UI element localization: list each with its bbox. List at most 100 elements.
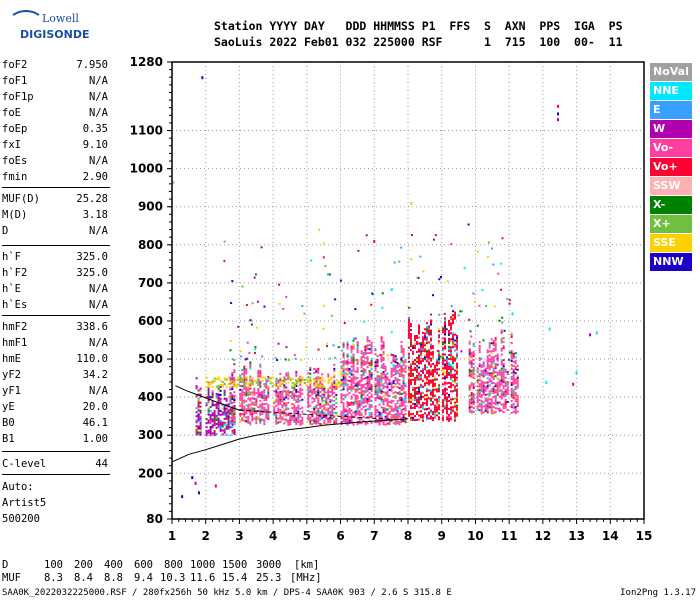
echo-pixel — [364, 361, 367, 364]
echo-pixel — [344, 384, 347, 387]
echo-pixel — [346, 385, 349, 388]
echo-pixel — [426, 338, 428, 341]
echo-pixel — [506, 408, 509, 411]
echo-pixel — [442, 417, 444, 420]
echo-pixel — [432, 401, 434, 404]
echo-pixel — [446, 356, 448, 359]
echo-pixel — [478, 409, 481, 412]
echo-pixel — [394, 361, 397, 364]
echo-pixel — [496, 403, 499, 406]
echo-pixel — [273, 402, 276, 405]
echo-pixel — [331, 409, 334, 412]
param-name: B0 — [2, 417, 15, 429]
echo-pixel — [456, 354, 458, 357]
echo-pixel — [277, 421, 280, 424]
echo-pixel — [396, 406, 399, 409]
echo-pixel — [512, 388, 515, 391]
echo-pixel — [424, 328, 426, 331]
echo-pixel — [197, 399, 200, 402]
echo-pixel — [285, 404, 288, 407]
echo-pixel — [456, 376, 458, 379]
echo-pixel — [472, 384, 475, 387]
echo-pixel — [350, 377, 353, 380]
echo-pixel — [354, 398, 357, 401]
echo-pixel — [500, 337, 503, 340]
echo-pixel — [468, 386, 471, 389]
echo-pixel — [249, 393, 252, 396]
echo-pixel — [329, 418, 332, 421]
echo-pixel — [414, 361, 416, 364]
echo-pixel — [414, 383, 416, 386]
echo-pixel — [335, 378, 338, 381]
echo-pixel — [333, 419, 336, 422]
echo-pixel — [223, 429, 226, 432]
echo-pixel — [438, 352, 440, 355]
echo-pixel — [404, 413, 407, 416]
echo-pixel — [459, 310, 462, 313]
echo-pixel — [494, 371, 497, 374]
param-value: 34.2 — [82, 369, 108, 381]
echo-pixel — [450, 368, 452, 371]
echo-pixel — [446, 400, 448, 403]
echo-pixel — [233, 363, 236, 366]
echo-pixel — [337, 346, 340, 349]
echo-pixel — [245, 416, 248, 419]
echo-pixel — [376, 363, 379, 366]
echo-pixel — [279, 380, 282, 383]
echo-pixel — [297, 418, 300, 421]
echo-pixel — [398, 393, 401, 396]
echo-pixel — [420, 348, 423, 351]
echo-pixel — [259, 411, 262, 414]
echo-pixel — [501, 321, 504, 324]
echo-pixel — [245, 394, 248, 397]
echo-pixel — [285, 374, 288, 377]
echo-pixel — [317, 387, 320, 390]
echo-pixel — [348, 419, 351, 422]
legend-item-vo: Vo+ — [650, 158, 692, 176]
echo-pixel — [297, 416, 300, 419]
echo-pixel — [261, 376, 264, 379]
echo-pixel — [402, 386, 405, 389]
echo-pixel — [416, 398, 418, 401]
echo-pixel — [510, 371, 513, 374]
echo-pixel — [428, 363, 430, 366]
muf-cell: 3000 — [256, 559, 282, 571]
echo-pixel — [494, 349, 497, 352]
echo-pixel — [512, 402, 515, 405]
echo-pixel — [241, 285, 244, 288]
param-name: foEs — [2, 155, 28, 167]
echo-pixel — [333, 399, 336, 402]
x-tick-label: 13 — [568, 529, 585, 543]
echo-pixel — [342, 408, 345, 411]
echo-pixel — [482, 375, 485, 378]
echo-pixel — [430, 353, 432, 356]
echo-pixel — [382, 345, 385, 348]
echo-pixel — [225, 417, 228, 420]
echo-pixel — [454, 403, 456, 406]
echo-pixel — [219, 419, 222, 422]
echo-pixel — [426, 402, 428, 405]
echo-pixel — [392, 356, 395, 359]
echo-pixel — [285, 420, 288, 423]
echo-pixel — [340, 371, 343, 374]
echo-pixel — [446, 358, 448, 361]
echo-pixel — [326, 345, 329, 348]
echo-pixel — [223, 411, 226, 414]
echo-pixel — [327, 387, 330, 390]
echo-pixel — [394, 379, 397, 382]
echo-pixel — [225, 407, 228, 410]
echo-pixel — [508, 351, 511, 354]
echo-pixel — [472, 352, 475, 355]
echo-pixel — [259, 371, 262, 374]
echo-pixel — [197, 397, 200, 400]
echo-pixel — [396, 412, 399, 415]
echo-pixel — [370, 349, 373, 352]
echo-pixel — [207, 411, 210, 414]
echo-pixel — [506, 390, 509, 393]
echo-pixel — [315, 384, 318, 387]
echo-pixel — [408, 368, 410, 371]
echo-pixel — [249, 387, 252, 390]
echo-pixel — [426, 366, 428, 369]
echo-pixel — [450, 340, 452, 343]
echo-pixel — [380, 380, 383, 383]
